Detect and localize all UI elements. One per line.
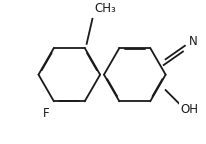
- Text: N: N: [188, 35, 197, 48]
- Text: CH₃: CH₃: [94, 2, 116, 15]
- Text: F: F: [43, 107, 49, 120]
- Text: OH: OH: [179, 103, 197, 116]
